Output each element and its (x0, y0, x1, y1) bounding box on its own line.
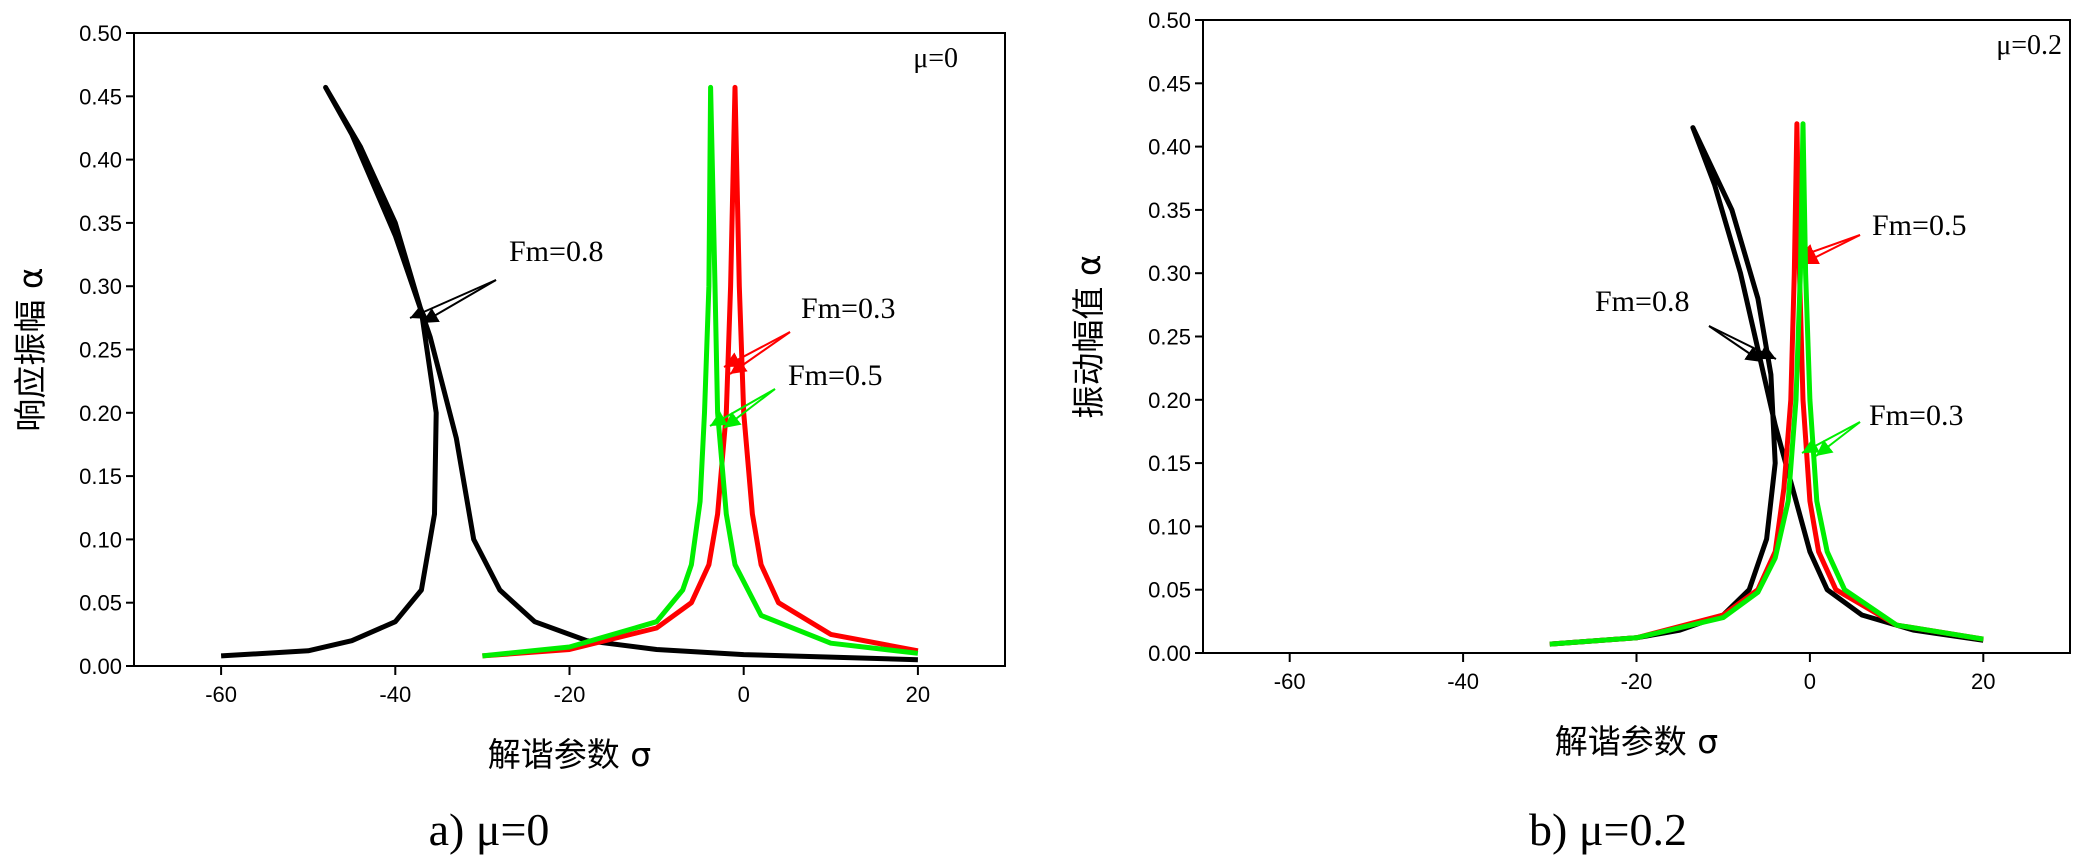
curve-label: Fm=0.5 (788, 359, 882, 392)
x-tick-label: -60 (1274, 669, 1306, 694)
arrow (723, 331, 791, 368)
arrow (1815, 421, 1861, 457)
curve-label: Fm=0.3 (801, 292, 895, 325)
arrow (723, 388, 776, 429)
y-tick-label: 0.35 (1148, 198, 1191, 223)
curve-label: Fm=0.8 (1595, 285, 1689, 318)
y-tick-label: 0.25 (79, 338, 122, 363)
mu-label: μ=0 (913, 43, 958, 74)
curve (1549, 121, 1984, 647)
y-tick-label: 0.15 (79, 464, 122, 489)
plot-frame (133, 32, 1006, 667)
arrow (409, 279, 497, 319)
curve (482, 84, 919, 659)
caption: a) μ=0 (429, 804, 550, 855)
y-tick-label: 0.30 (1148, 261, 1191, 286)
x-tick-label: 20 (1971, 669, 1995, 694)
arrow (1801, 234, 1861, 265)
y-tick-label: 0.40 (79, 148, 122, 173)
arrow (729, 331, 791, 375)
curve (220, 84, 918, 663)
x-axis-label: 解谐参数 σ (488, 735, 651, 774)
mu-label: μ=0.2 (1996, 30, 2062, 61)
curve-label: Fm=0.3 (1869, 399, 1963, 432)
y-tick-label: 0.35 (79, 211, 122, 236)
curve (482, 84, 919, 659)
y-tick-label: 0.05 (1148, 578, 1191, 603)
x-axis-label: 解谐参数 σ (1555, 722, 1718, 761)
y-axis-label: 响应振幅 α (11, 267, 50, 431)
y-tick-label: 0.05 (79, 591, 122, 616)
x-tick-label: 20 (906, 682, 930, 707)
x-tick-label: -20 (1621, 669, 1653, 694)
y-tick-label: 0.40 (1148, 135, 1191, 160)
y-tick-label: 0.50 (1148, 8, 1191, 33)
curve-label: Fm=0.8 (509, 235, 603, 268)
chart: 0.00 0.05 0.10 0.15 0.20 0.25 0.30 0.35 0.40 0.45… (1069, 8, 2071, 855)
y-tick-label: 0.30 (79, 274, 122, 299)
y-tick-label: 0.00 (1148, 641, 1191, 666)
y-tick-label: 0.45 (79, 84, 122, 109)
x-tick-label: 0 (738, 682, 750, 707)
y-tick-label: 0.15 (1148, 451, 1191, 476)
y-tick-label: 0.00 (79, 654, 122, 679)
x-tick-label: -60 (205, 682, 237, 707)
y-tick-label: 0.25 (1148, 325, 1191, 350)
curve-label: Fm=0.5 (1872, 209, 1966, 242)
y-tick-label: 0.10 (1148, 514, 1191, 539)
x-tick-label: -40 (379, 682, 411, 707)
arrow (1708, 325, 1777, 360)
plot-frame (1202, 19, 2071, 654)
x-tick-label: 0 (1804, 669, 1816, 694)
arrow (709, 388, 776, 427)
y-tick-label: 0.50 (79, 21, 122, 46)
y-tick-label: 0.10 (79, 527, 122, 552)
y-axis-label: 振动幅值 α (1069, 254, 1108, 418)
arrow (421, 279, 497, 324)
arrow (1708, 325, 1763, 363)
caption: b) μ=0.2 (1529, 804, 1687, 855)
y-tick-label: 0.20 (1148, 388, 1191, 413)
y-tick-label: 0.45 (1148, 71, 1191, 96)
x-tick-label: -20 (554, 682, 586, 707)
x-tick-label: -40 (1447, 669, 1479, 694)
chart: 0.00 0.05 0.10 0.15 0.20 0.25 0.30 0.35 0.40 0.45… (11, 21, 1006, 855)
y-tick-label: 0.20 (79, 401, 122, 426)
arrow (1801, 421, 1861, 454)
